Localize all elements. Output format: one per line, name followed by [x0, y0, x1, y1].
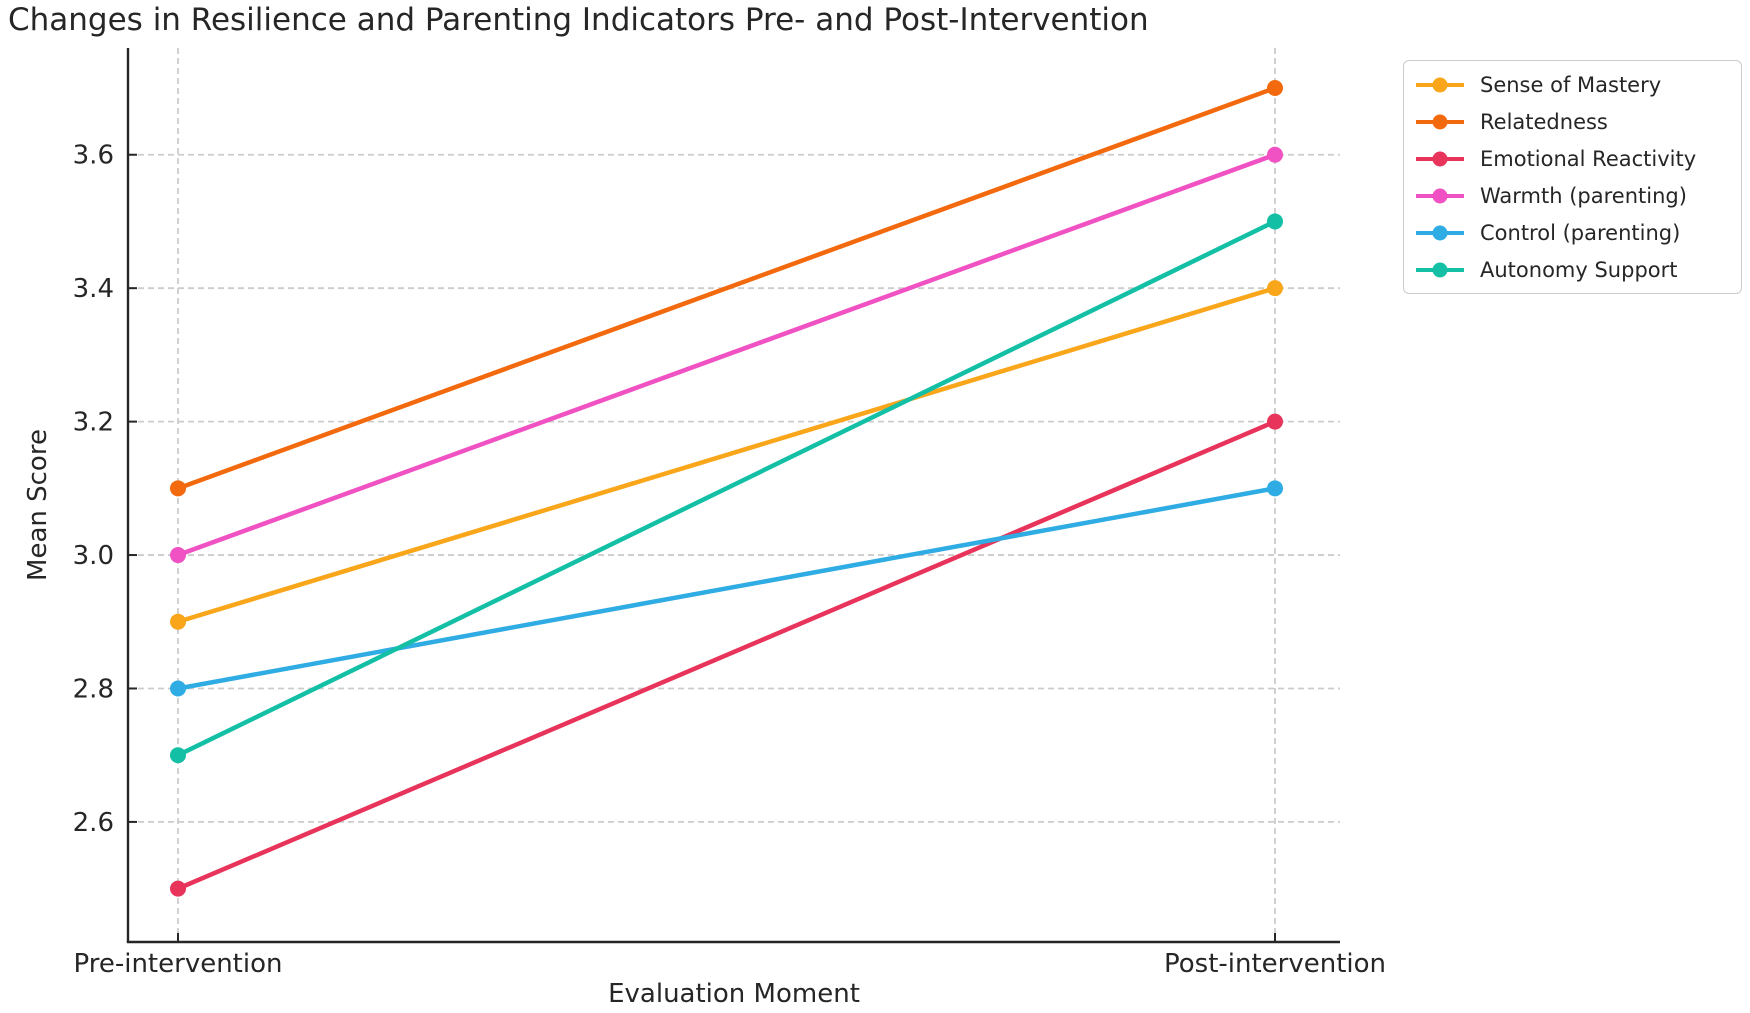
- legend-label: Emotional Reactivity: [1480, 146, 1697, 171]
- data-point: [1267, 413, 1283, 430]
- data-point: [170, 880, 186, 897]
- x-axis-label: Evaluation Moment: [608, 979, 860, 1009]
- y-tick-label: 2.8: [73, 674, 114, 704]
- series-line: [175, 486, 1278, 691]
- legend-marker: [1416, 225, 1464, 240]
- legend-label: Warmth (parenting): [1480, 183, 1687, 208]
- series-control-parenting: [170, 480, 1283, 697]
- y-tick-label: 3.6: [73, 141, 114, 171]
- data-point: [170, 680, 186, 697]
- data-point: [1267, 146, 1283, 163]
- y-tick-label: 3.0: [73, 541, 114, 571]
- legend-label: Sense of Mastery: [1480, 72, 1662, 97]
- data-point: [1267, 80, 1283, 97]
- y-axis-label: Mean Score: [23, 429, 53, 581]
- legend-item: Relatedness: [1414, 103, 1731, 140]
- x-tick-label: Pre-intervention: [74, 949, 283, 979]
- data-point: [170, 613, 186, 630]
- legend-label: Autonomy Support: [1480, 257, 1678, 282]
- legend-item: Control (parenting): [1414, 214, 1731, 251]
- series-line: [175, 285, 1278, 625]
- y-tick-label: 2.6: [73, 808, 114, 838]
- y-tick-label: 3.4: [73, 274, 114, 304]
- x-tick-label: Post-intervention: [1164, 949, 1386, 979]
- chart-title: Changes in Resilience and Parenting Indi…: [8, 2, 1149, 38]
- legend-marker: [1416, 151, 1464, 166]
- data-point: [1267, 280, 1283, 297]
- data-point: [170, 747, 186, 764]
- series-line: [175, 152, 1278, 558]
- legend-item: Warmth (parenting): [1414, 177, 1731, 214]
- legend-item: Autonomy Support: [1414, 251, 1731, 288]
- series-line: [175, 419, 1278, 891]
- legend-label: Control (parenting): [1480, 220, 1681, 245]
- series-relatedness: [170, 80, 1283, 497]
- legend-marker: [1416, 188, 1464, 203]
- legend-marker: [1416, 77, 1464, 92]
- series-line: [175, 85, 1278, 491]
- legend-item: Emotional Reactivity: [1414, 140, 1731, 177]
- data-point: [1267, 480, 1283, 497]
- legend: Sense of Mastery Relatedness Emotional Rea…: [1403, 60, 1742, 294]
- series-sense-of-mastery: [170, 280, 1283, 630]
- series-warmth-parenting: [170, 146, 1283, 564]
- data-point: [1267, 213, 1283, 230]
- data-point: [170, 547, 186, 564]
- series-emotional-reactivity: [170, 413, 1283, 897]
- legend-label: Relatedness: [1480, 109, 1608, 134]
- series-autonomy-support: [170, 213, 1283, 764]
- data-point: [170, 480, 186, 497]
- legend-marker: [1416, 262, 1464, 277]
- y-tick-label: 3.2: [73, 408, 114, 438]
- legend-item: Sense of Mastery: [1414, 66, 1731, 103]
- series-line: [175, 219, 1278, 758]
- legend-marker: [1416, 114, 1464, 129]
